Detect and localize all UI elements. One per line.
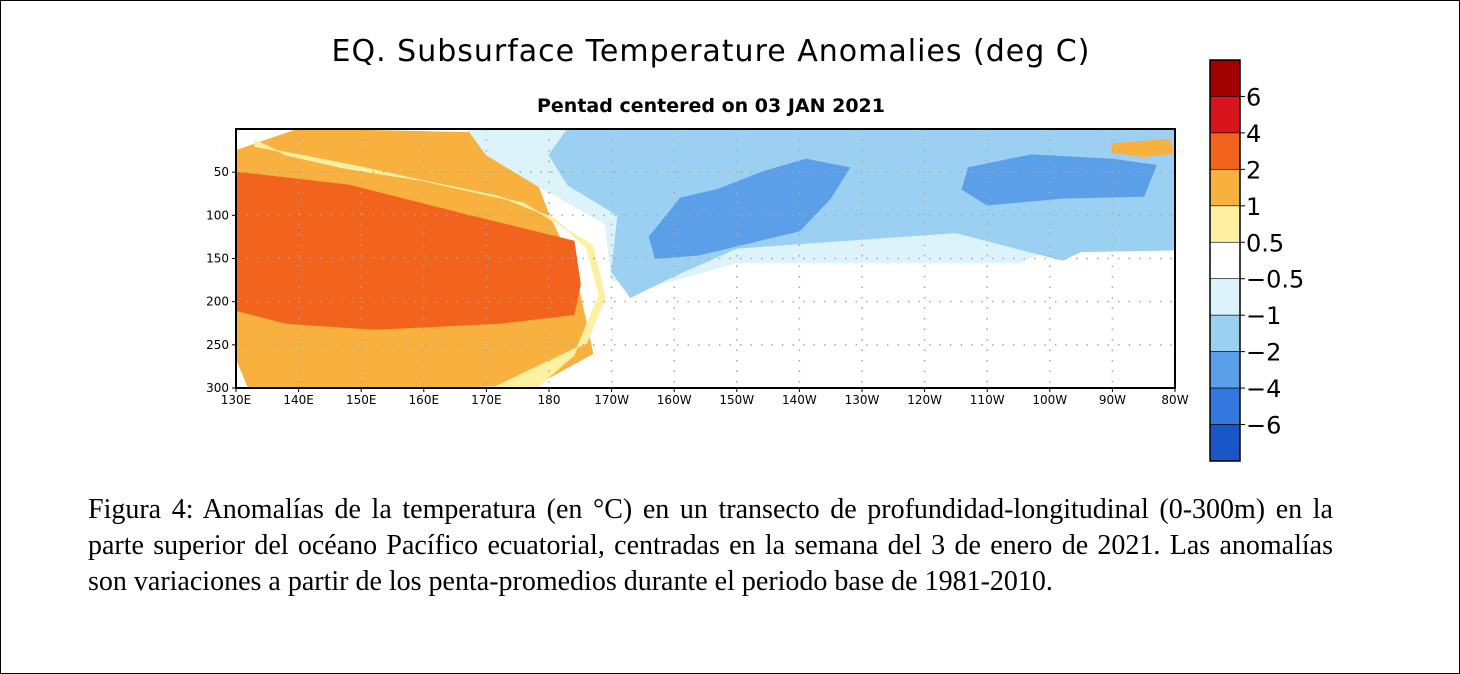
colorbar-swatch xyxy=(1209,169,1241,207)
plot-border xyxy=(235,128,1176,389)
colorbar-border xyxy=(1209,59,1241,462)
figure-caption: Figura 4: Anomalías de la temperatura (e… xyxy=(88,494,1333,597)
colorbar-swatch xyxy=(1209,205,1241,243)
colorbar-swatch xyxy=(1209,314,1241,352)
x-tick-label: 100W xyxy=(1032,393,1067,407)
colorbar-swatch xyxy=(1209,424,1241,462)
colorbar-swatch xyxy=(1209,387,1241,425)
x-tick-label: 80W xyxy=(1161,393,1188,407)
y-tick-label: 250 xyxy=(206,338,229,352)
x-tick-label: 140E xyxy=(283,393,314,407)
colorbar-label: −0.5 xyxy=(1246,266,1304,294)
y-tick-label: 100 xyxy=(206,208,229,222)
chart-title: EQ. Subsurface Temperature Anomalies (de… xyxy=(331,34,1091,69)
x-tick-label: 150E xyxy=(346,393,377,407)
x-tick-label: 170W xyxy=(594,393,629,407)
colorbar-label: −1 xyxy=(1246,302,1281,330)
colorbar-label: 4 xyxy=(1246,120,1261,148)
y-tick-label: 50 xyxy=(214,165,229,179)
x-tick-label: 130E xyxy=(221,393,252,407)
x-tick-label: 170E xyxy=(471,393,502,407)
anomaly-region xyxy=(254,139,606,388)
colorbar-label: 6 xyxy=(1246,83,1261,111)
colorbar-label: −6 xyxy=(1246,412,1281,440)
y-tick-label: 300 xyxy=(206,381,229,395)
colorbar-label: −2 xyxy=(1246,339,1281,367)
colorbar-label: −4 xyxy=(1246,375,1281,403)
x-tick-label: 130W xyxy=(845,393,880,407)
x-tick-label: 90W xyxy=(1099,393,1126,407)
colorbar-label: 2 xyxy=(1246,156,1261,184)
y-tick-label: 200 xyxy=(206,295,229,309)
chart-subtitle: Pentad centered on 03 JAN 2021 xyxy=(537,95,885,117)
colorbar-swatch xyxy=(1209,59,1241,97)
anomaly-region xyxy=(961,154,1157,206)
x-tick-label: 120W xyxy=(907,393,942,407)
x-tick-label: 150W xyxy=(719,393,754,407)
x-tick-label: 140W xyxy=(782,393,817,407)
x-tick-label: 160W xyxy=(657,393,692,407)
colorbar-label: 1 xyxy=(1246,193,1261,221)
x-tick-label: 180 xyxy=(538,393,561,407)
anomaly-region xyxy=(236,171,581,330)
x-tick-label: 110W xyxy=(970,393,1005,407)
y-tick-label: 150 xyxy=(206,252,229,266)
colorbar-swatch xyxy=(1209,96,1241,134)
x-tick-label: 160E xyxy=(409,393,440,407)
anomaly-region xyxy=(648,158,851,260)
colorbar-swatch xyxy=(1209,278,1241,316)
colorbar-label: 0.5 xyxy=(1246,229,1284,257)
colorbar-swatch xyxy=(1209,132,1241,170)
colorbar-swatch xyxy=(1209,241,1241,280)
colorbar-swatch xyxy=(1209,351,1241,389)
